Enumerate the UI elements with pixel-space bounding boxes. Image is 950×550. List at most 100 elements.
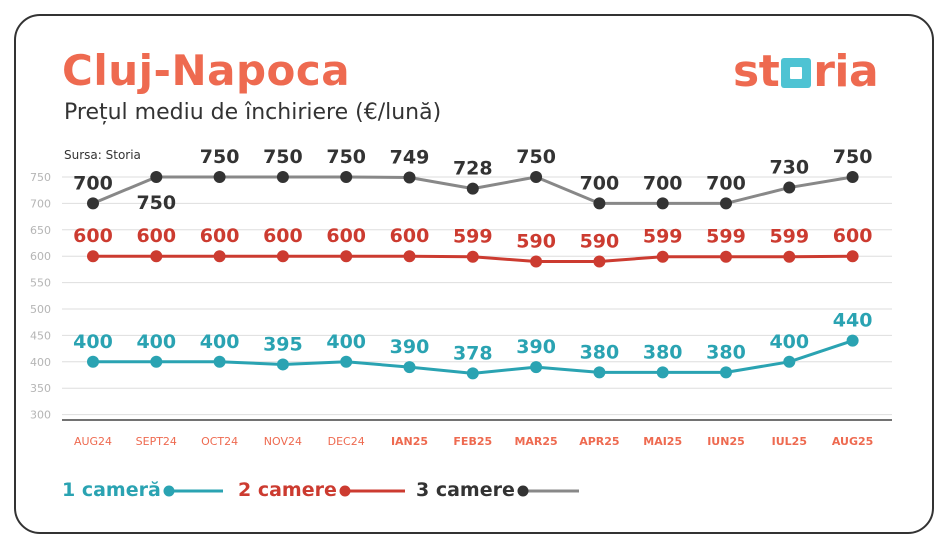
y-tick-label: 350: [30, 382, 51, 395]
x-tick-label: IUL25: [772, 435, 807, 448]
legend-item-1-camera: 1 cameră: [62, 476, 225, 504]
data-point: [530, 255, 543, 268]
logo-text-st: st: [733, 45, 780, 97]
data-point: [87, 250, 99, 263]
data-label: 599: [643, 226, 683, 248]
data-label: 700: [706, 172, 746, 194]
data-point: [530, 361, 543, 374]
data-point: [593, 197, 606, 210]
data-label: 600: [326, 225, 366, 247]
data-label: 599: [769, 226, 809, 248]
x-tick-label: DEC24: [328, 435, 365, 448]
x-tick-label: MAI25: [643, 435, 682, 448]
data-point: [340, 171, 353, 183]
y-tick-label: 450: [30, 329, 51, 342]
x-tick-label: IUN25: [707, 435, 745, 448]
data-label: 750: [263, 146, 303, 168]
storia-logo: st ria: [733, 45, 879, 97]
data-label: 750: [516, 146, 556, 168]
legend-line-icon: [517, 485, 579, 497]
data-label: 750: [833, 146, 873, 168]
data-label: 600: [263, 225, 303, 247]
data-point: [213, 171, 226, 183]
data-label: 600: [833, 225, 873, 247]
data-point: [530, 171, 543, 183]
data-point: [403, 171, 416, 184]
data-point: [656, 366, 669, 379]
x-tick-label: AUG24: [74, 435, 112, 448]
data-point: [720, 250, 732, 263]
y-tick-label: 700: [30, 197, 51, 210]
data-point: [720, 366, 732, 379]
data-point: [846, 171, 859, 183]
data-point: [466, 182, 479, 195]
data-label: 700: [580, 172, 620, 194]
y-tick-label: 500: [30, 303, 51, 316]
data-label: 380: [580, 341, 620, 363]
data-label: 730: [769, 157, 809, 179]
data-label: 400: [73, 331, 113, 353]
data-label: 400: [769, 331, 809, 353]
x-tick-label: FEB25: [453, 435, 492, 448]
data-point: [783, 355, 796, 368]
data-label: 400: [326, 331, 366, 353]
data-label: 400: [136, 331, 176, 353]
data-label: 600: [200, 225, 240, 247]
data-point: [340, 250, 353, 263]
data-point: [593, 366, 606, 379]
data-point: [150, 355, 163, 368]
data-point: [276, 250, 289, 263]
y-tick-label: 550: [30, 277, 51, 290]
y-tick-label: 600: [30, 250, 51, 263]
data-label: 395: [263, 333, 303, 355]
data-label: 600: [73, 225, 113, 247]
data-label: 600: [390, 225, 430, 247]
legend-label: 1 cameră: [62, 479, 161, 501]
data-point: [340, 355, 353, 368]
x-tick-label: MAR25: [514, 435, 557, 448]
data-point: [403, 361, 416, 374]
data-point: [656, 197, 669, 210]
x-tick-label: NOV24: [264, 435, 302, 448]
data-label: 440: [833, 310, 873, 332]
data-point: [846, 334, 859, 347]
logo-o-icon: [781, 58, 812, 88]
chart-card: [14, 14, 934, 534]
data-point: [466, 250, 479, 263]
y-tick-label: 650: [30, 224, 51, 237]
x-tick-label: AUG25: [832, 435, 873, 448]
data-label: 390: [390, 336, 430, 358]
data-label: 749: [390, 147, 430, 169]
data-point: [466, 367, 479, 380]
data-point: [150, 171, 163, 183]
data-point: [213, 355, 226, 368]
data-point: [276, 171, 289, 183]
data-point: [846, 250, 859, 263]
data-label: 750: [326, 146, 366, 168]
data-label: 599: [453, 226, 493, 248]
legend-item-2-camere: 2 camere: [238, 476, 407, 504]
x-tick-label: OCT24: [201, 435, 238, 448]
data-label: 700: [643, 172, 683, 194]
logo-text-ria: ria: [813, 45, 879, 97]
data-point: [783, 250, 796, 263]
data-label: 700: [73, 172, 113, 194]
y-tick-label: 300: [30, 409, 51, 422]
data-label: 400: [200, 331, 240, 353]
x-tick-label: APR25: [579, 435, 619, 448]
data-point: [403, 250, 416, 263]
data-point: [593, 255, 606, 268]
data-label: 590: [580, 230, 620, 252]
data-label: 378: [453, 342, 493, 364]
data-label: 599: [706, 226, 746, 248]
data-point: [150, 250, 163, 263]
legend-line-icon: [163, 485, 223, 497]
x-tick-label: SEPT24: [136, 435, 177, 448]
y-tick-label: 400: [30, 356, 51, 369]
data-label: 728: [453, 158, 493, 180]
chart-subtitle: Prețul mediu de închiriere (€/lună): [64, 100, 442, 125]
data-point: [213, 250, 226, 263]
chart-title: Cluj-Napoca: [62, 46, 351, 95]
source-note: Sursa: Storia: [64, 148, 141, 162]
